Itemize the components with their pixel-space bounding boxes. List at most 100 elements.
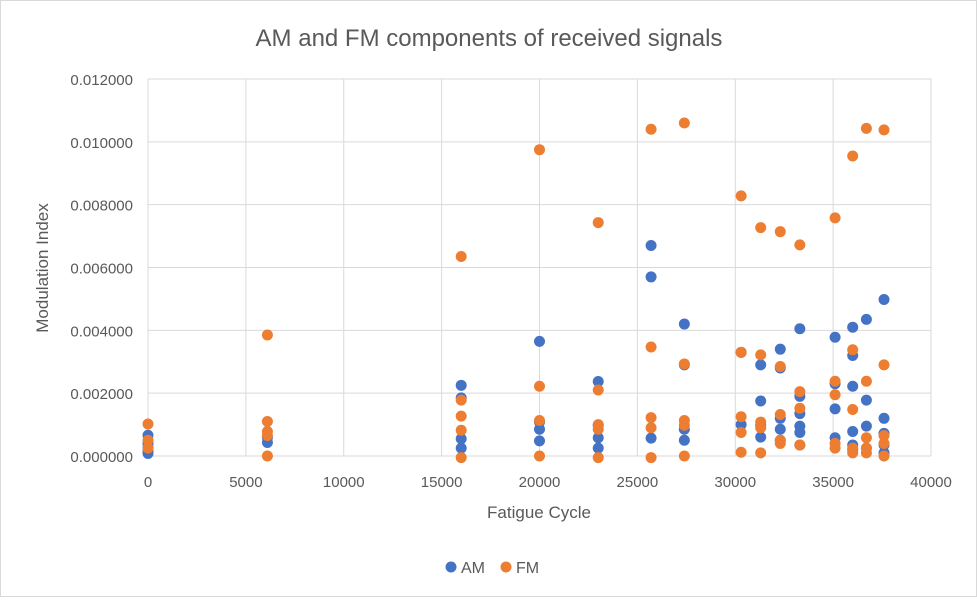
data-point-am	[534, 435, 545, 447]
data-point-am	[847, 321, 859, 333]
x-tick-label: 5000	[229, 474, 262, 491]
data-point-am	[592, 432, 604, 444]
gridlines	[147, 78, 932, 457]
data-point-am	[645, 240, 657, 252]
y-axis-ticks: 0.000000 0.002000 0.004000 0.006000 0.008000…	[70, 72, 133, 466]
data-point-fm	[735, 346, 747, 358]
data-point-fm	[534, 450, 545, 462]
data-point-fm	[829, 212, 841, 224]
x-axis-ticks: 0 5000 10000 15000 20000 25000 30000 35000 40000	[144, 474, 952, 491]
legend-label-am: AM	[461, 560, 485, 577]
data-point-fm	[534, 144, 545, 156]
data-point-fm	[261, 450, 273, 462]
data-point-fm	[592, 423, 604, 435]
chart-title: AM and FM components of received signals	[256, 25, 723, 52]
legend-label-fm: FM	[516, 560, 539, 577]
data-point-fm	[645, 452, 657, 464]
legend-marker-fm	[500, 561, 512, 573]
data-point-fm	[592, 217, 604, 229]
y-tick-label: 0.006000	[70, 261, 133, 278]
legend: AM FM	[445, 560, 539, 577]
y-tick-label: 0.008000	[70, 198, 133, 215]
data-point-fm	[142, 434, 154, 446]
data-point-am	[847, 425, 859, 437]
data-point-fm	[774, 360, 786, 372]
data-point-fm	[794, 386, 806, 398]
data-point-fm	[774, 437, 786, 449]
data-point-fm	[455, 394, 467, 406]
data-point-fm	[645, 123, 657, 135]
data-point-am	[592, 376, 604, 388]
x-tick-label: 10000	[323, 474, 365, 491]
data-point-am	[755, 431, 767, 443]
data-point-fm	[829, 442, 841, 454]
series-fm	[142, 117, 890, 464]
data-point-fm	[755, 349, 767, 361]
data-point-fm	[534, 380, 545, 392]
data-point-fm	[678, 358, 690, 370]
data-point-fm	[735, 411, 747, 423]
data-point-fm	[847, 150, 859, 162]
y-tick-label: 0.000000	[70, 449, 133, 466]
data-point-am	[455, 442, 467, 454]
y-axis-label: Modulation Index	[33, 203, 52, 333]
data-point-fm	[847, 447, 859, 459]
data-point-am	[794, 323, 806, 335]
x-tick-label: 30000	[714, 474, 756, 491]
x-tick-label: 15000	[421, 474, 463, 491]
data-point-am	[534, 423, 545, 435]
data-point-fm	[142, 442, 154, 454]
data-point-am	[534, 335, 545, 347]
data-point-am	[774, 343, 786, 355]
data-point-am	[755, 395, 767, 407]
data-point-am	[455, 379, 467, 391]
data-point-am	[678, 318, 690, 330]
x-tick-label: 25000	[617, 474, 659, 491]
data-point-am	[860, 313, 872, 325]
data-point-fm	[794, 439, 806, 451]
data-point-am	[678, 434, 690, 446]
data-point-fm	[878, 359, 890, 371]
data-point-fm	[860, 447, 872, 459]
data-point-fm	[860, 375, 872, 387]
x-tick-label: 0	[144, 474, 152, 491]
x-tick-label: 40000	[910, 474, 952, 491]
data-point-fm	[455, 410, 467, 422]
data-point-fm	[645, 422, 657, 434]
data-point-fm	[774, 409, 786, 421]
data-point-fm	[592, 452, 604, 464]
data-point-fm	[774, 226, 786, 238]
series-am	[142, 240, 890, 459]
x-axis-label: Fatigue Cycle	[487, 503, 591, 522]
data-point-fm	[829, 375, 841, 387]
data-point-am	[592, 442, 604, 454]
data-point-am	[860, 394, 872, 406]
data-point-fm	[755, 422, 767, 434]
data-point-fm	[645, 341, 657, 353]
data-point-am	[829, 331, 841, 343]
data-point-fm	[678, 450, 690, 462]
data-point-am	[794, 426, 806, 438]
data-point-fm	[678, 419, 690, 431]
data-point-am	[645, 271, 657, 283]
data-point-fm	[735, 190, 747, 202]
data-point-fm	[847, 344, 859, 356]
data-point-fm	[794, 239, 806, 251]
data-point-fm	[847, 404, 859, 416]
data-point-am	[645, 432, 657, 444]
data-point-am	[829, 403, 841, 415]
data-point-fm	[455, 424, 467, 436]
data-point-fm	[455, 452, 467, 464]
data-point-fm	[829, 389, 841, 401]
data-point-fm	[534, 414, 545, 426]
data-point-am	[735, 419, 747, 431]
data-point-fm	[142, 418, 154, 430]
data-point-fm	[261, 415, 273, 427]
y-tick-label: 0.010000	[70, 135, 133, 152]
data-point-am	[455, 433, 467, 445]
data-point-fm	[860, 432, 872, 444]
data-point-fm	[878, 430, 890, 442]
data-point-fm	[455, 251, 467, 263]
